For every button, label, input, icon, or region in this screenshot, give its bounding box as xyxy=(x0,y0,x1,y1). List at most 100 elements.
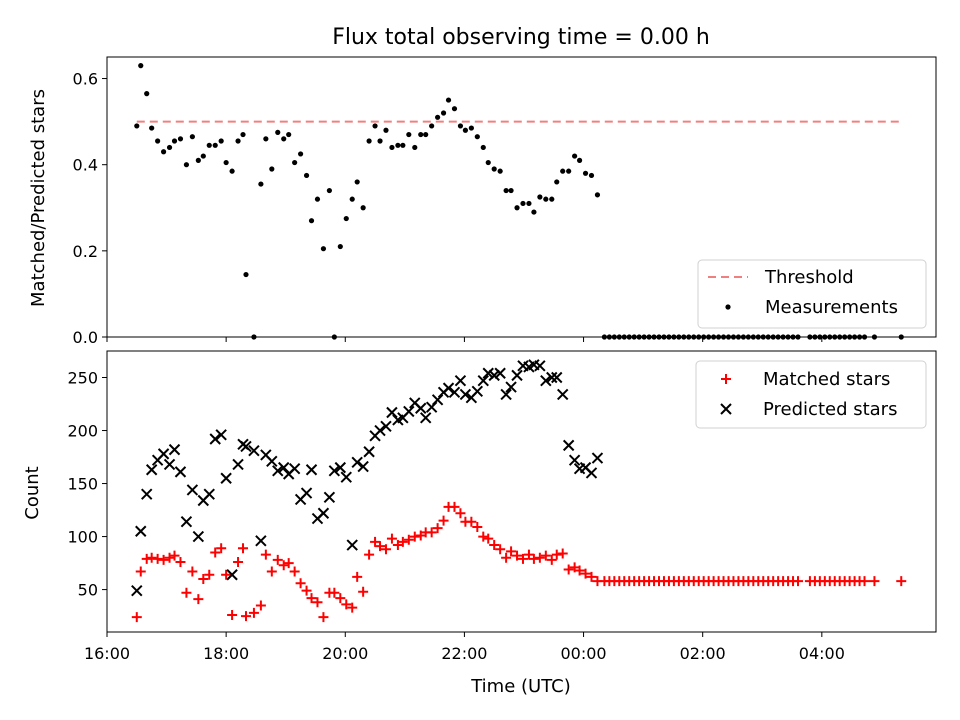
measurement-point xyxy=(566,168,572,174)
matched-stars-point xyxy=(869,576,880,587)
matched-stars-point xyxy=(478,531,489,542)
measurement-point xyxy=(462,127,469,133)
matched-stars-point xyxy=(272,554,283,565)
matched-stars-point xyxy=(141,553,152,564)
axes-frame xyxy=(106,56,937,338)
matched-stars-point xyxy=(248,607,259,618)
measurement-point xyxy=(395,142,401,148)
matched-stars-point xyxy=(175,557,186,568)
legend-measurements-label: Measurements xyxy=(765,297,898,318)
matched-stars-point xyxy=(329,587,340,598)
predicted-stars-point xyxy=(562,439,575,452)
predicted-stars-point xyxy=(442,382,455,394)
measurement-point xyxy=(429,123,435,129)
matched-stars-point xyxy=(216,543,227,554)
x-tick-label: 18:00 xyxy=(203,644,249,663)
measurement-point xyxy=(138,63,144,69)
measurement-point xyxy=(440,110,447,116)
measurement-point xyxy=(451,106,458,112)
matched-stars-point xyxy=(551,549,562,560)
measurement-point xyxy=(418,131,424,138)
matched-stars-point xyxy=(792,576,803,587)
measurement-point xyxy=(263,136,269,142)
measurement-point xyxy=(503,187,509,194)
measurement-point xyxy=(243,271,249,278)
predicted-stars-point xyxy=(180,516,193,528)
measurement-point xyxy=(212,142,218,148)
measurement-point xyxy=(144,91,150,97)
measurement-point xyxy=(281,136,287,142)
measurement-point xyxy=(235,138,241,144)
measurement-point xyxy=(389,144,395,151)
legend-matched-swatch xyxy=(721,374,731,384)
legend-frame xyxy=(697,259,927,329)
matched-stars-point xyxy=(586,571,597,582)
predicted-stars-point xyxy=(459,388,472,401)
matched-stars-point xyxy=(306,593,317,604)
predicted-stars-point xyxy=(186,484,199,496)
predicted-stars-point xyxy=(328,465,341,477)
matched-stars-point xyxy=(289,566,300,577)
predicted-stars-point xyxy=(585,467,598,479)
measurement-point xyxy=(582,170,589,176)
legend-matched-label: Matched stars xyxy=(763,369,890,390)
measurement-point xyxy=(155,138,161,144)
matched-stars-point xyxy=(198,573,209,584)
top-panel: 0.0 0.2 0.4 0.6 Threshold Measurements xyxy=(73,56,937,347)
measurement-point xyxy=(423,131,429,138)
predicted-stars-point xyxy=(174,466,187,478)
predicted-stars-point xyxy=(500,388,512,401)
matched-stars-point xyxy=(534,552,545,563)
measurement-point xyxy=(366,138,372,144)
matched-stars-point xyxy=(352,571,363,582)
measurement-point xyxy=(445,97,452,103)
bottom-panel: 50 100 150 200 250 16:00 18:00 20:00 22:00 00:00 0… xyxy=(67,350,937,663)
predicted-stars-point xyxy=(346,539,358,551)
measurement-point xyxy=(320,246,327,252)
x-tick-label: 20:00 xyxy=(322,644,368,663)
predicted-stars-point xyxy=(240,440,252,453)
x-tick-label: 22:00 xyxy=(441,644,487,663)
matched-stars-point xyxy=(397,536,408,547)
measurement-point xyxy=(229,168,235,174)
matched-stars-point xyxy=(187,566,198,577)
measurement-point xyxy=(149,125,155,131)
matched-stars-point xyxy=(295,578,306,589)
measurement-point xyxy=(491,166,497,172)
matched-stars-point xyxy=(375,541,386,552)
matched-stars-point xyxy=(574,565,585,576)
top-y-axis-label: Matched/Predicted stars xyxy=(28,89,49,307)
measurement-point xyxy=(457,123,464,129)
y-tick-label: 0.4 xyxy=(73,156,98,175)
predicted-stars-point xyxy=(340,471,352,483)
predicted-stars-point xyxy=(540,374,552,387)
predicted-stars-point xyxy=(131,584,143,597)
predicted-stars-point xyxy=(317,507,330,519)
predicted-stars-point xyxy=(226,569,238,581)
predicted-stars-point xyxy=(448,386,461,399)
predicted-stars-point xyxy=(419,412,432,424)
predicted-stars-point xyxy=(380,420,392,432)
predicted-stars-point xyxy=(203,488,215,500)
x-tick-label: 02:00 xyxy=(680,644,726,663)
y-tick-label: 0.2 xyxy=(73,242,98,261)
matched-stars-point xyxy=(260,549,271,560)
matched-stars-point xyxy=(859,576,870,587)
predicted-stars-point xyxy=(135,525,147,537)
matched-stars-point xyxy=(580,568,591,579)
legend-threshold-label: Threshold xyxy=(764,267,854,288)
measurement-point xyxy=(360,205,366,211)
measurement-point xyxy=(206,142,212,148)
measurement-point xyxy=(508,187,514,194)
matched-stars-point xyxy=(238,543,249,554)
matched-stars-point xyxy=(540,550,551,561)
matched-stars-point xyxy=(432,523,443,534)
predicted-stars-point xyxy=(386,406,398,419)
predicted-stars-point xyxy=(534,360,546,372)
predicted-stars-point xyxy=(494,367,506,379)
predicted-stars-point xyxy=(266,455,278,467)
measurement-point xyxy=(308,218,315,224)
measurement-point xyxy=(343,215,349,222)
measurement-point xyxy=(537,194,543,200)
